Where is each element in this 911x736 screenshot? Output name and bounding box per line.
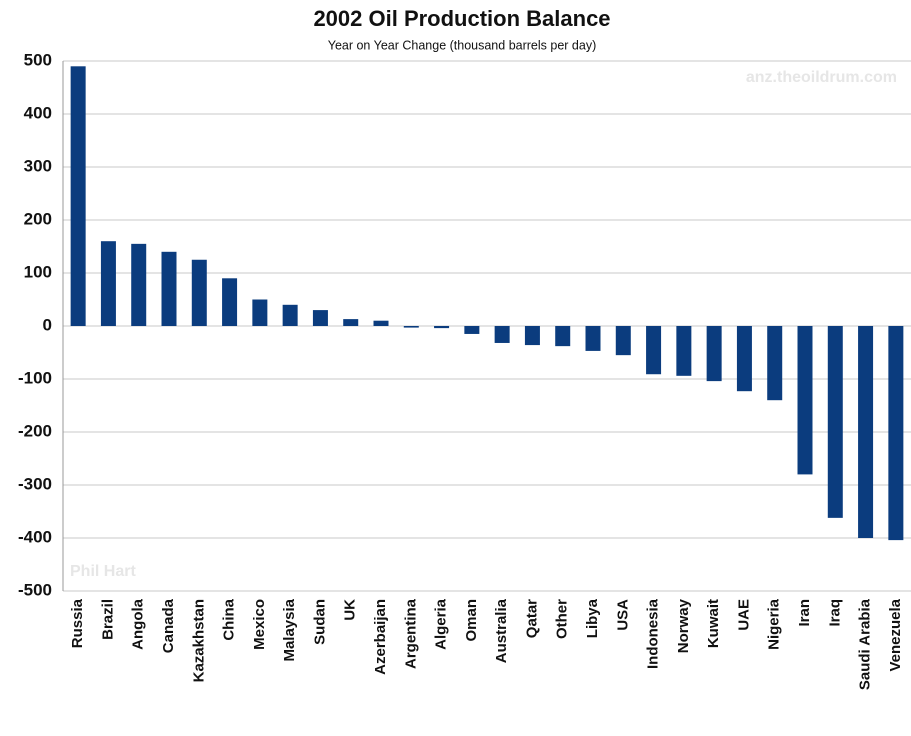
x-tick-label: Kuwait bbox=[705, 599, 722, 648]
x-tick-label: Azerbaijan bbox=[372, 599, 389, 675]
x-tick-label: Angola bbox=[130, 598, 147, 649]
bar bbox=[524, 326, 540, 346]
bar bbox=[434, 326, 450, 329]
chart-subtitle: Year on Year Change (thousand barrels pe… bbox=[328, 38, 596, 52]
bar bbox=[706, 326, 722, 382]
bar bbox=[70, 66, 86, 327]
bar bbox=[858, 326, 874, 538]
y-tick-label: -200 bbox=[18, 421, 52, 440]
x-tick-label: Australia bbox=[493, 598, 510, 663]
x-tick-label: Argentina bbox=[402, 598, 419, 669]
bar bbox=[767, 326, 783, 401]
y-tick-label: -100 bbox=[18, 368, 52, 387]
x-tick-label: Saudi Arabia bbox=[857, 598, 874, 690]
y-tick-label: 400 bbox=[24, 103, 52, 122]
bar bbox=[494, 326, 510, 343]
bar bbox=[888, 326, 904, 541]
bar bbox=[585, 326, 601, 351]
x-tick-label: Venezuela bbox=[887, 598, 904, 671]
y-tick-label: -400 bbox=[18, 527, 52, 546]
watermark: Phil Hart bbox=[70, 563, 136, 580]
x-tick-label: Iraq bbox=[826, 599, 843, 627]
bar bbox=[403, 326, 419, 328]
x-tick-label: Indonesia bbox=[645, 598, 662, 669]
bar bbox=[797, 326, 813, 475]
x-tick-label: Malaysia bbox=[281, 598, 298, 661]
watermark: anz.theoildrum.com bbox=[746, 69, 897, 86]
bar bbox=[676, 326, 692, 376]
x-tick-label: Qatar bbox=[523, 599, 540, 638]
x-tick-label: Mexico bbox=[251, 599, 268, 650]
y-tick-label: 500 bbox=[24, 50, 52, 69]
y-tick-label: 100 bbox=[24, 262, 52, 281]
x-tick-label: UK bbox=[342, 599, 359, 621]
x-tick-label: Algeria bbox=[433, 598, 450, 650]
bar bbox=[736, 326, 752, 392]
x-tick-label: Iran bbox=[796, 599, 813, 627]
bar bbox=[100, 241, 116, 326]
x-tick-label: Other bbox=[554, 599, 571, 639]
bar bbox=[222, 278, 238, 326]
bar bbox=[161, 251, 177, 326]
plot-area: -500 -400 -300 -200 -100 0 100 200 300 400 500 Russ… bbox=[18, 50, 911, 690]
y-tick-label: -300 bbox=[18, 474, 52, 493]
x-tick-label: Sudan bbox=[311, 599, 328, 645]
x-tick-label: Canada bbox=[160, 598, 177, 653]
bar bbox=[131, 243, 147, 326]
bar bbox=[373, 320, 389, 326]
x-tick-label: Nigeria bbox=[766, 598, 783, 650]
y-tick-label: -500 bbox=[18, 580, 52, 599]
x-tick-label: China bbox=[221, 598, 238, 640]
x-tick-label: Russia bbox=[69, 598, 86, 648]
bar bbox=[464, 326, 480, 334]
y-tick-label: 300 bbox=[24, 156, 52, 175]
bar bbox=[252, 299, 268, 326]
y-tick-label: 0 bbox=[43, 315, 52, 334]
x-tick-label: UAE bbox=[735, 599, 752, 631]
x-tick-label: Norway bbox=[675, 598, 692, 653]
bar bbox=[646, 326, 662, 375]
x-tick-label: Brazil bbox=[99, 599, 116, 640]
bar bbox=[555, 326, 571, 347]
x-tick-label: Kazakhstan bbox=[190, 599, 207, 682]
chart-title: 2002 Oil Production Balance bbox=[313, 6, 610, 31]
bar bbox=[343, 319, 359, 326]
bar bbox=[282, 304, 298, 326]
bar bbox=[312, 310, 328, 326]
x-tick-label: Libya bbox=[584, 598, 601, 638]
y-tick-label: 200 bbox=[24, 209, 52, 228]
bar bbox=[191, 259, 207, 326]
bar bbox=[827, 326, 843, 518]
bar bbox=[615, 326, 631, 356]
x-tick-label: Oman bbox=[463, 599, 480, 642]
x-tick-label: USA bbox=[614, 599, 631, 631]
